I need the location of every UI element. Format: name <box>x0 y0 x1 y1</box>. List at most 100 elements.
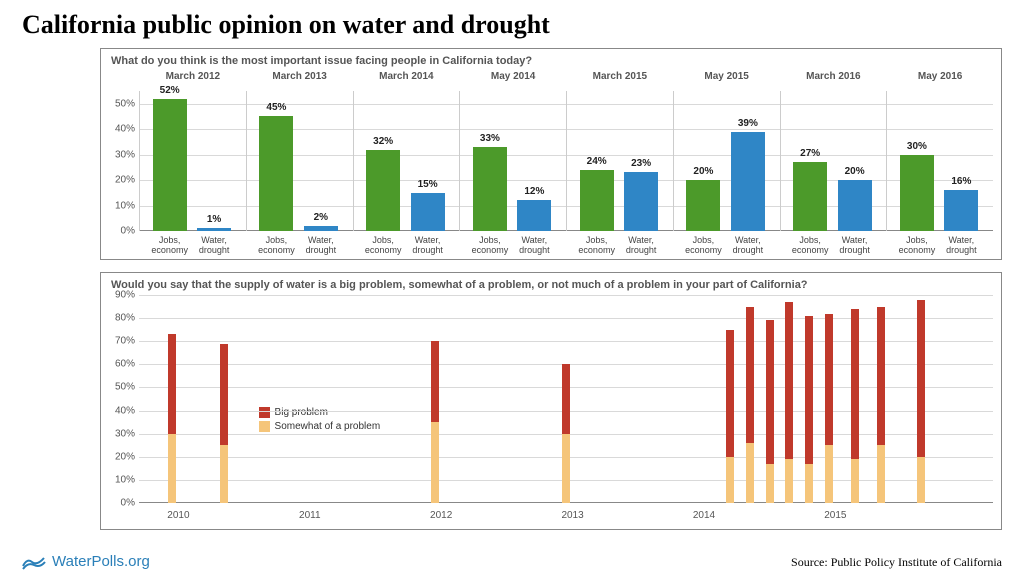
chart1-group: March 201345%Jobs, economy2%Water, droug… <box>246 91 353 231</box>
chart1-bar-value: 45% <box>266 102 286 113</box>
chart1-bar-jobs: 52%Jobs, economy <box>153 99 187 231</box>
chart1-bar-water: 12%Water, drought <box>517 200 551 231</box>
chart2-bar <box>785 302 793 503</box>
chart1-group-label: May 2015 <box>674 71 780 82</box>
chart2-bar <box>851 309 859 503</box>
y-tick: 70% <box>105 336 135 347</box>
chart1-bar-xlabel: Water, drought <box>191 236 237 255</box>
chart2-seg-big <box>746 307 754 443</box>
chart2-bar <box>877 307 885 503</box>
chart2-seg-somewhat <box>766 464 774 503</box>
chart1-bar-jobs: 45%Jobs, economy <box>259 116 293 231</box>
x-tick: 2014 <box>693 510 715 521</box>
chart1-group-label: May 2014 <box>460 71 566 82</box>
chart1-bar-value: 30% <box>907 141 927 152</box>
chart2-seg-somewhat <box>726 457 734 503</box>
chart1-title: What do you think is the most important … <box>101 49 1001 69</box>
chart1-group-label: March 2014 <box>354 71 460 82</box>
legend-swatch <box>259 407 270 418</box>
brand-name: WaterPolls.org <box>52 553 150 570</box>
y-tick: 0% <box>105 498 135 509</box>
chart1-bar-water: 15%Water, drought <box>411 193 445 231</box>
chart1-bar-jobs: 32%Jobs, economy <box>366 150 400 231</box>
x-tick: 2015 <box>824 510 846 521</box>
chart2-bar <box>562 364 570 503</box>
chart1-group-label: March 2012 <box>140 71 246 82</box>
y-tick: 0% <box>105 226 135 237</box>
y-tick: 40% <box>105 124 135 135</box>
x-tick: 2010 <box>167 510 189 521</box>
chart2-seg-somewhat <box>785 459 793 503</box>
chart1-bar-xlabel: Jobs, economy <box>894 236 940 255</box>
x-tick: 2011 <box>299 510 321 521</box>
chart-water-supply-problem: Would you say that the supply of water i… <box>100 272 1002 530</box>
chart1-group-label: March 2013 <box>247 71 353 82</box>
chart2-seg-big <box>168 334 176 433</box>
chart2-seg-big <box>785 302 793 459</box>
chart2-title: Would you say that the supply of water i… <box>101 273 1001 293</box>
chart1-group: May 201433%Jobs, economy12%Water, drough… <box>459 91 566 231</box>
y-tick: 30% <box>105 149 135 160</box>
chart2-seg-big <box>851 309 859 459</box>
chart2-seg-somewhat <box>746 443 754 503</box>
chart1-bar-xlabel: Water, drought <box>511 236 557 255</box>
y-tick: 40% <box>105 405 135 416</box>
chart2-plot-area: Big problemSomewhat of a problem 0%10%20… <box>139 295 993 503</box>
chart1-bar-water: 20%Water, drought <box>838 180 872 231</box>
y-tick: 10% <box>105 200 135 211</box>
y-tick: 60% <box>105 359 135 370</box>
chart1-bar-xlabel: Jobs, economy <box>574 236 620 255</box>
chart1-group-label: March 2016 <box>781 71 887 82</box>
y-tick: 20% <box>105 451 135 462</box>
chart2-seg-big <box>917 300 925 457</box>
chart1-bar-jobs: 24%Jobs, economy <box>580 170 614 231</box>
chart2-bar <box>766 320 774 503</box>
y-tick: 30% <box>105 428 135 439</box>
chart1-bar-jobs: 33%Jobs, economy <box>473 147 507 231</box>
chart1-group: March 201524%Jobs, economy23%Water, drou… <box>566 91 673 231</box>
chart2-seg-somewhat <box>851 459 859 503</box>
chart1-bar-xlabel: Water, drought <box>832 236 878 255</box>
chart1-bar-xlabel: Jobs, economy <box>253 236 299 255</box>
chart1-bar-xlabel: Jobs, economy <box>147 236 193 255</box>
y-tick: 90% <box>105 290 135 301</box>
chart1-bar-xlabel: Jobs, economy <box>467 236 513 255</box>
chart2-seg-somewhat <box>220 445 228 503</box>
chart1-bar-water: 39%Water, drought <box>731 132 765 231</box>
chart1-group: May 201630%Jobs, economy16%Water, drough… <box>886 91 993 231</box>
chart2-seg-big <box>220 344 228 446</box>
chart1-bar-xlabel: Water, drought <box>618 236 664 255</box>
chart1-bar-value: 39% <box>738 118 758 129</box>
chart2-seg-somewhat <box>431 422 439 503</box>
chart2-seg-somewhat <box>562 434 570 503</box>
y-tick: 50% <box>105 382 135 393</box>
y-tick: 20% <box>105 175 135 186</box>
chart1-bar-value: 2% <box>314 212 328 223</box>
chart2-seg-somewhat <box>917 457 925 503</box>
chart2-bar <box>168 334 176 503</box>
chart1-bar-water: 16%Water, drought <box>944 190 978 231</box>
chart1-bar-value: 20% <box>845 166 865 177</box>
chart2-bar <box>746 307 754 503</box>
chart2-seg-somewhat <box>805 464 813 503</box>
chart1-group: March 201252%Jobs, economy1%Water, droug… <box>139 91 246 231</box>
chart1-bar-value: 16% <box>951 176 971 187</box>
legend-swatch <box>259 421 270 432</box>
chart1-bar-value: 20% <box>693 166 713 177</box>
x-tick: 2012 <box>430 510 452 521</box>
x-tick: 2013 <box>561 510 583 521</box>
chart1-bar-value: 1% <box>207 214 221 225</box>
chart-important-issue: What do you think is the most important … <box>100 48 1002 260</box>
chart1-bar-xlabel: Jobs, economy <box>360 236 406 255</box>
chart1-bar-value: 24% <box>587 156 607 167</box>
chart2-seg-big <box>766 320 774 463</box>
chart1-bar-xlabel: Jobs, economy <box>787 236 833 255</box>
chart2-seg-somewhat <box>825 445 833 503</box>
chart1-group: March 201627%Jobs, economy20%Water, drou… <box>780 91 887 231</box>
chart1-bar-value: 23% <box>631 158 651 169</box>
chart1-bar-xlabel: Water, drought <box>298 236 344 255</box>
legend-item: Somewhat of a problem <box>259 421 381 432</box>
chart1-plot-area: 0%10%20%30%40%50%March 201252%Jobs, econ… <box>139 91 993 231</box>
chart1-bar-value: 33% <box>480 133 500 144</box>
chart2-seg-somewhat <box>877 445 885 503</box>
